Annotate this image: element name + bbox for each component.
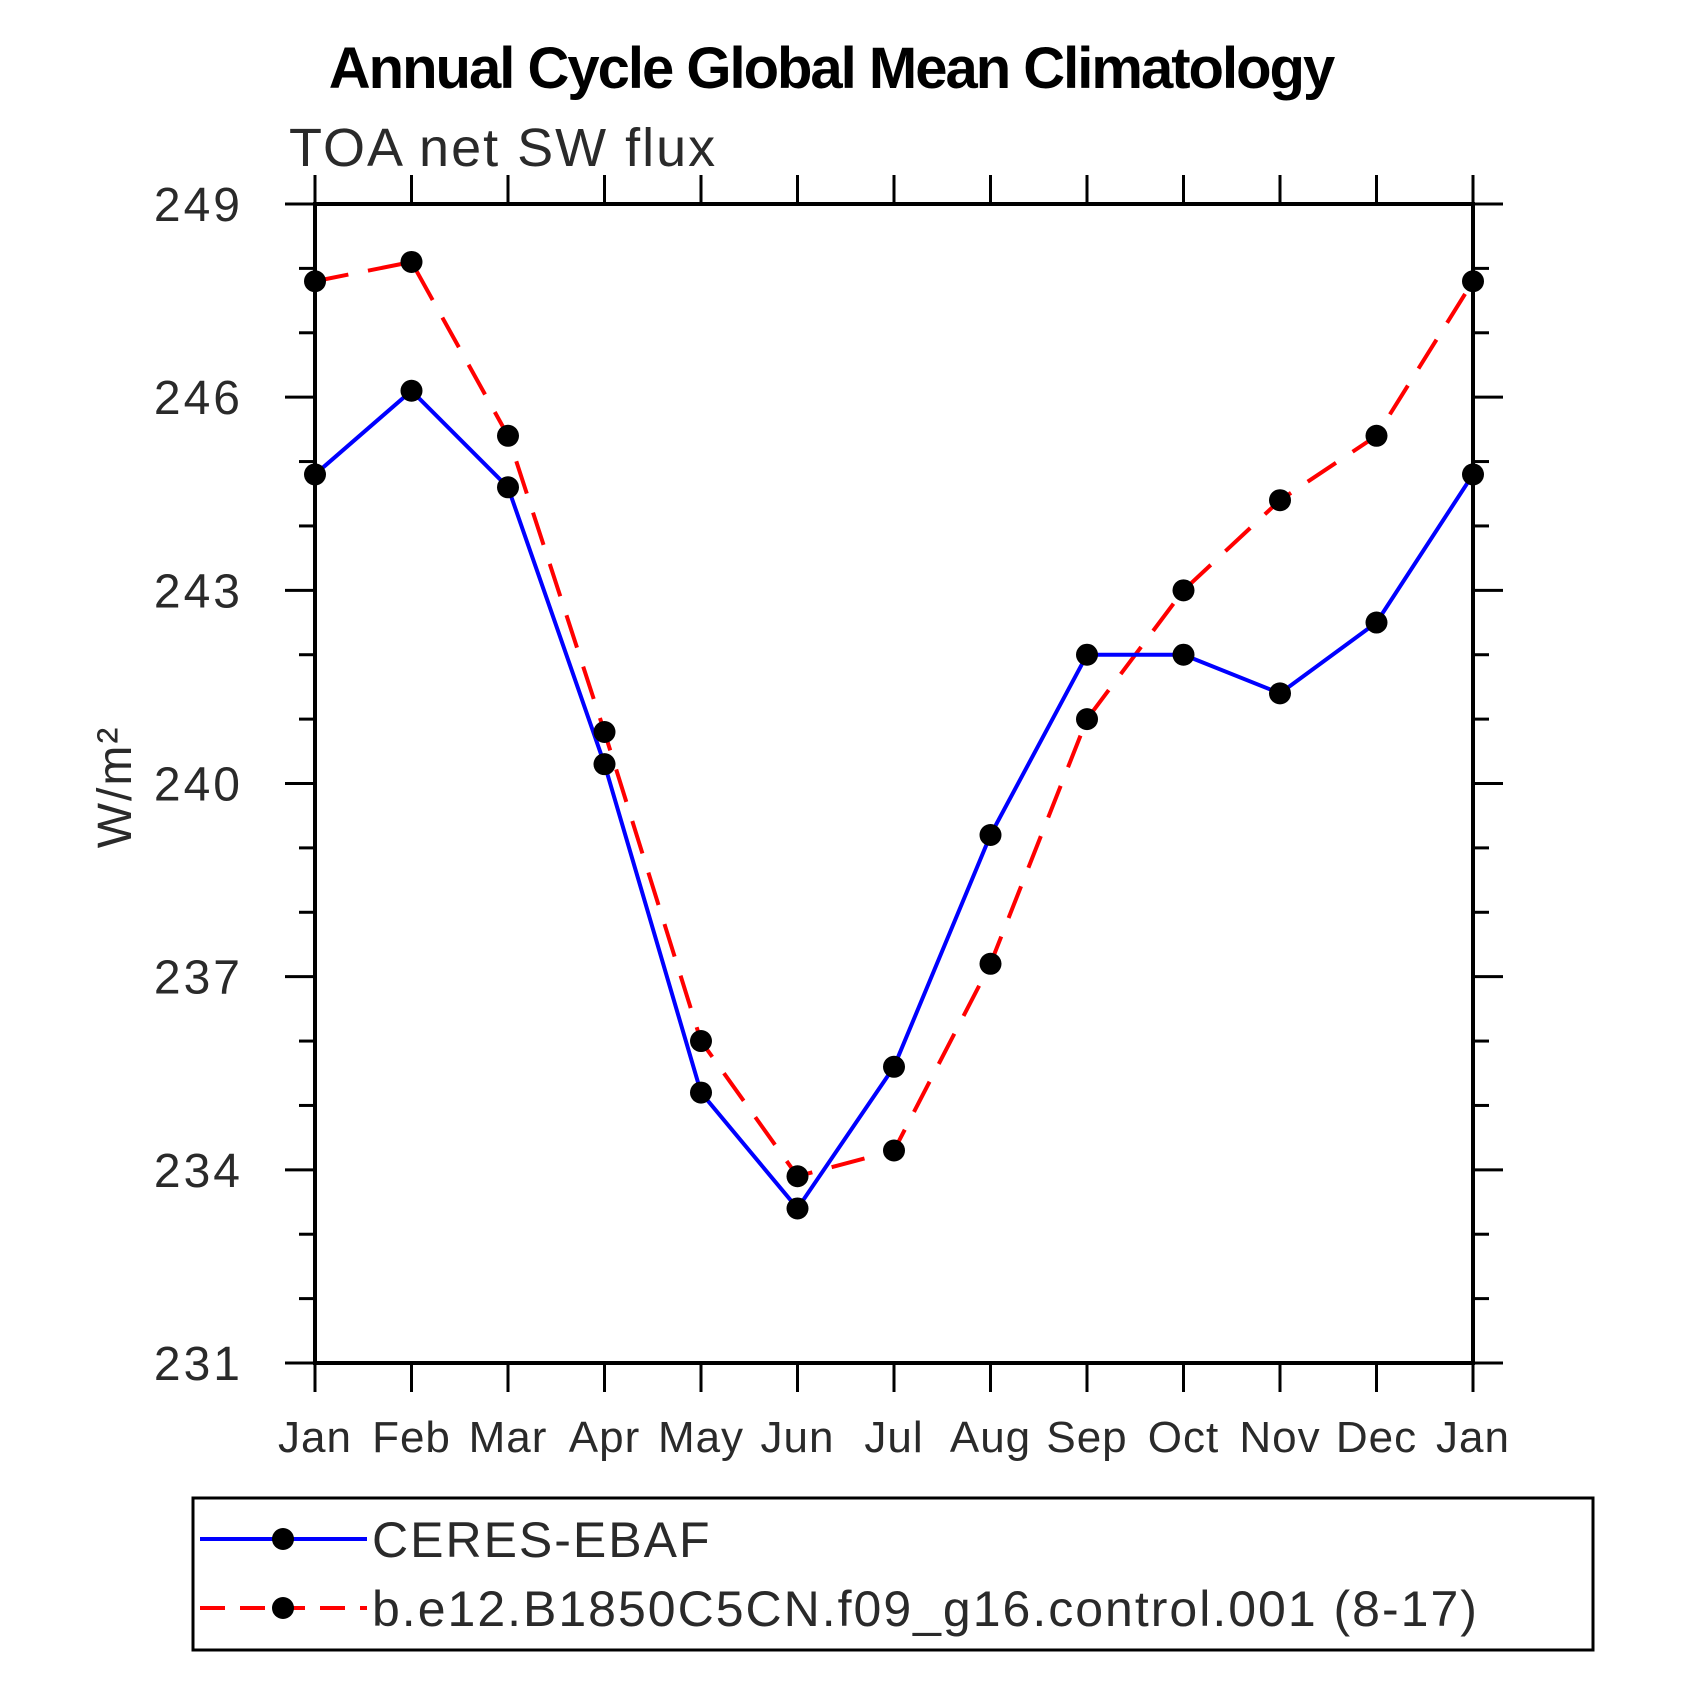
data-point-marker [1172,643,1195,666]
data-point-marker [1365,424,1388,447]
data-point-marker [1269,489,1291,512]
x-tick-label: Oct [1148,1413,1219,1462]
y-tick-label: 231 [154,1338,243,1391]
data-point-marker [883,1055,905,1078]
y-tick-label: 243 [154,565,243,618]
x-tick-label: Jan [1436,1413,1510,1462]
legend-marker-model [272,1597,294,1619]
data-point-marker [979,824,1002,847]
data-point-marker [304,463,326,486]
series-line-b-e12-b1850c5cn-f09-g16- [314,259,1475,1179]
legend-label-model: b.e12.B1850C5CN.f09_g16.control.001 (8-1… [372,1581,1479,1637]
x-tick-label: Aug [950,1413,1031,1462]
x-tick-label: Nov [1239,1413,1320,1462]
y-tick-label: 234 [154,1145,243,1198]
y-axis-label: W/m² [89,726,142,849]
data-point-marker [304,270,326,293]
y-tick-label: 240 [154,759,243,812]
chart-subtitle: TOA net SW flux [289,118,717,178]
legend-label-ceres-ebaf: CERES-EBAF [372,1512,712,1568]
legend: CERES-EBAF b.e12.B1850C5CN.f09_g16.contr… [191,1496,1595,1652]
data-point-marker [497,476,519,499]
x-tick-label: Jul [864,1413,923,1462]
data-point-marker [883,1139,905,1162]
legend-box [191,1496,1595,1652]
data-point-marker [497,424,519,447]
data-point-marker [1462,270,1484,293]
x-tick-label: Jan [278,1413,352,1462]
data-point-marker [400,250,423,273]
data-point-marker [690,1081,712,1104]
x-tick-label: Jun [761,1413,835,1462]
x-tick-label: Dec [1336,1413,1417,1462]
y-tick-label: 249 [154,179,243,232]
data-point-marker [1269,682,1291,705]
data-point-marker [786,1165,809,1188]
x-tick-label: Apr [569,1413,640,1462]
plot-area: 231 234 237 240 243 246 249 Jan Feb Mar Apr May Jun J… [154,175,1510,1462]
legend-marker-ceres-ebaf [272,1528,294,1550]
x-tick-label: Feb [372,1413,451,1462]
chart-title: Annual Cycle Global Mean Climatology [329,36,1335,101]
data-point-marker [1076,708,1098,731]
data-point-marker [1462,463,1484,486]
plot-frame [313,202,1475,1365]
data-point-marker [786,1197,809,1220]
data-point-marker [1076,643,1098,666]
data-point-marker [690,1030,712,1053]
data-point-marker [1365,611,1388,634]
y-tick-label: 246 [154,372,243,425]
x-tick-label: Sep [1046,1413,1127,1462]
x-tick-label: Mar [469,1413,548,1462]
y-tick-label: 237 [154,952,243,1005]
series-line-ceres-ebaf [313,387,1475,1212]
data-point-marker [593,720,616,743]
data-point-marker [1172,579,1195,602]
data-point-marker [979,952,1002,975]
data-point-marker [400,379,423,402]
data-point-marker [593,753,616,776]
x-tick-label: May [658,1413,744,1462]
